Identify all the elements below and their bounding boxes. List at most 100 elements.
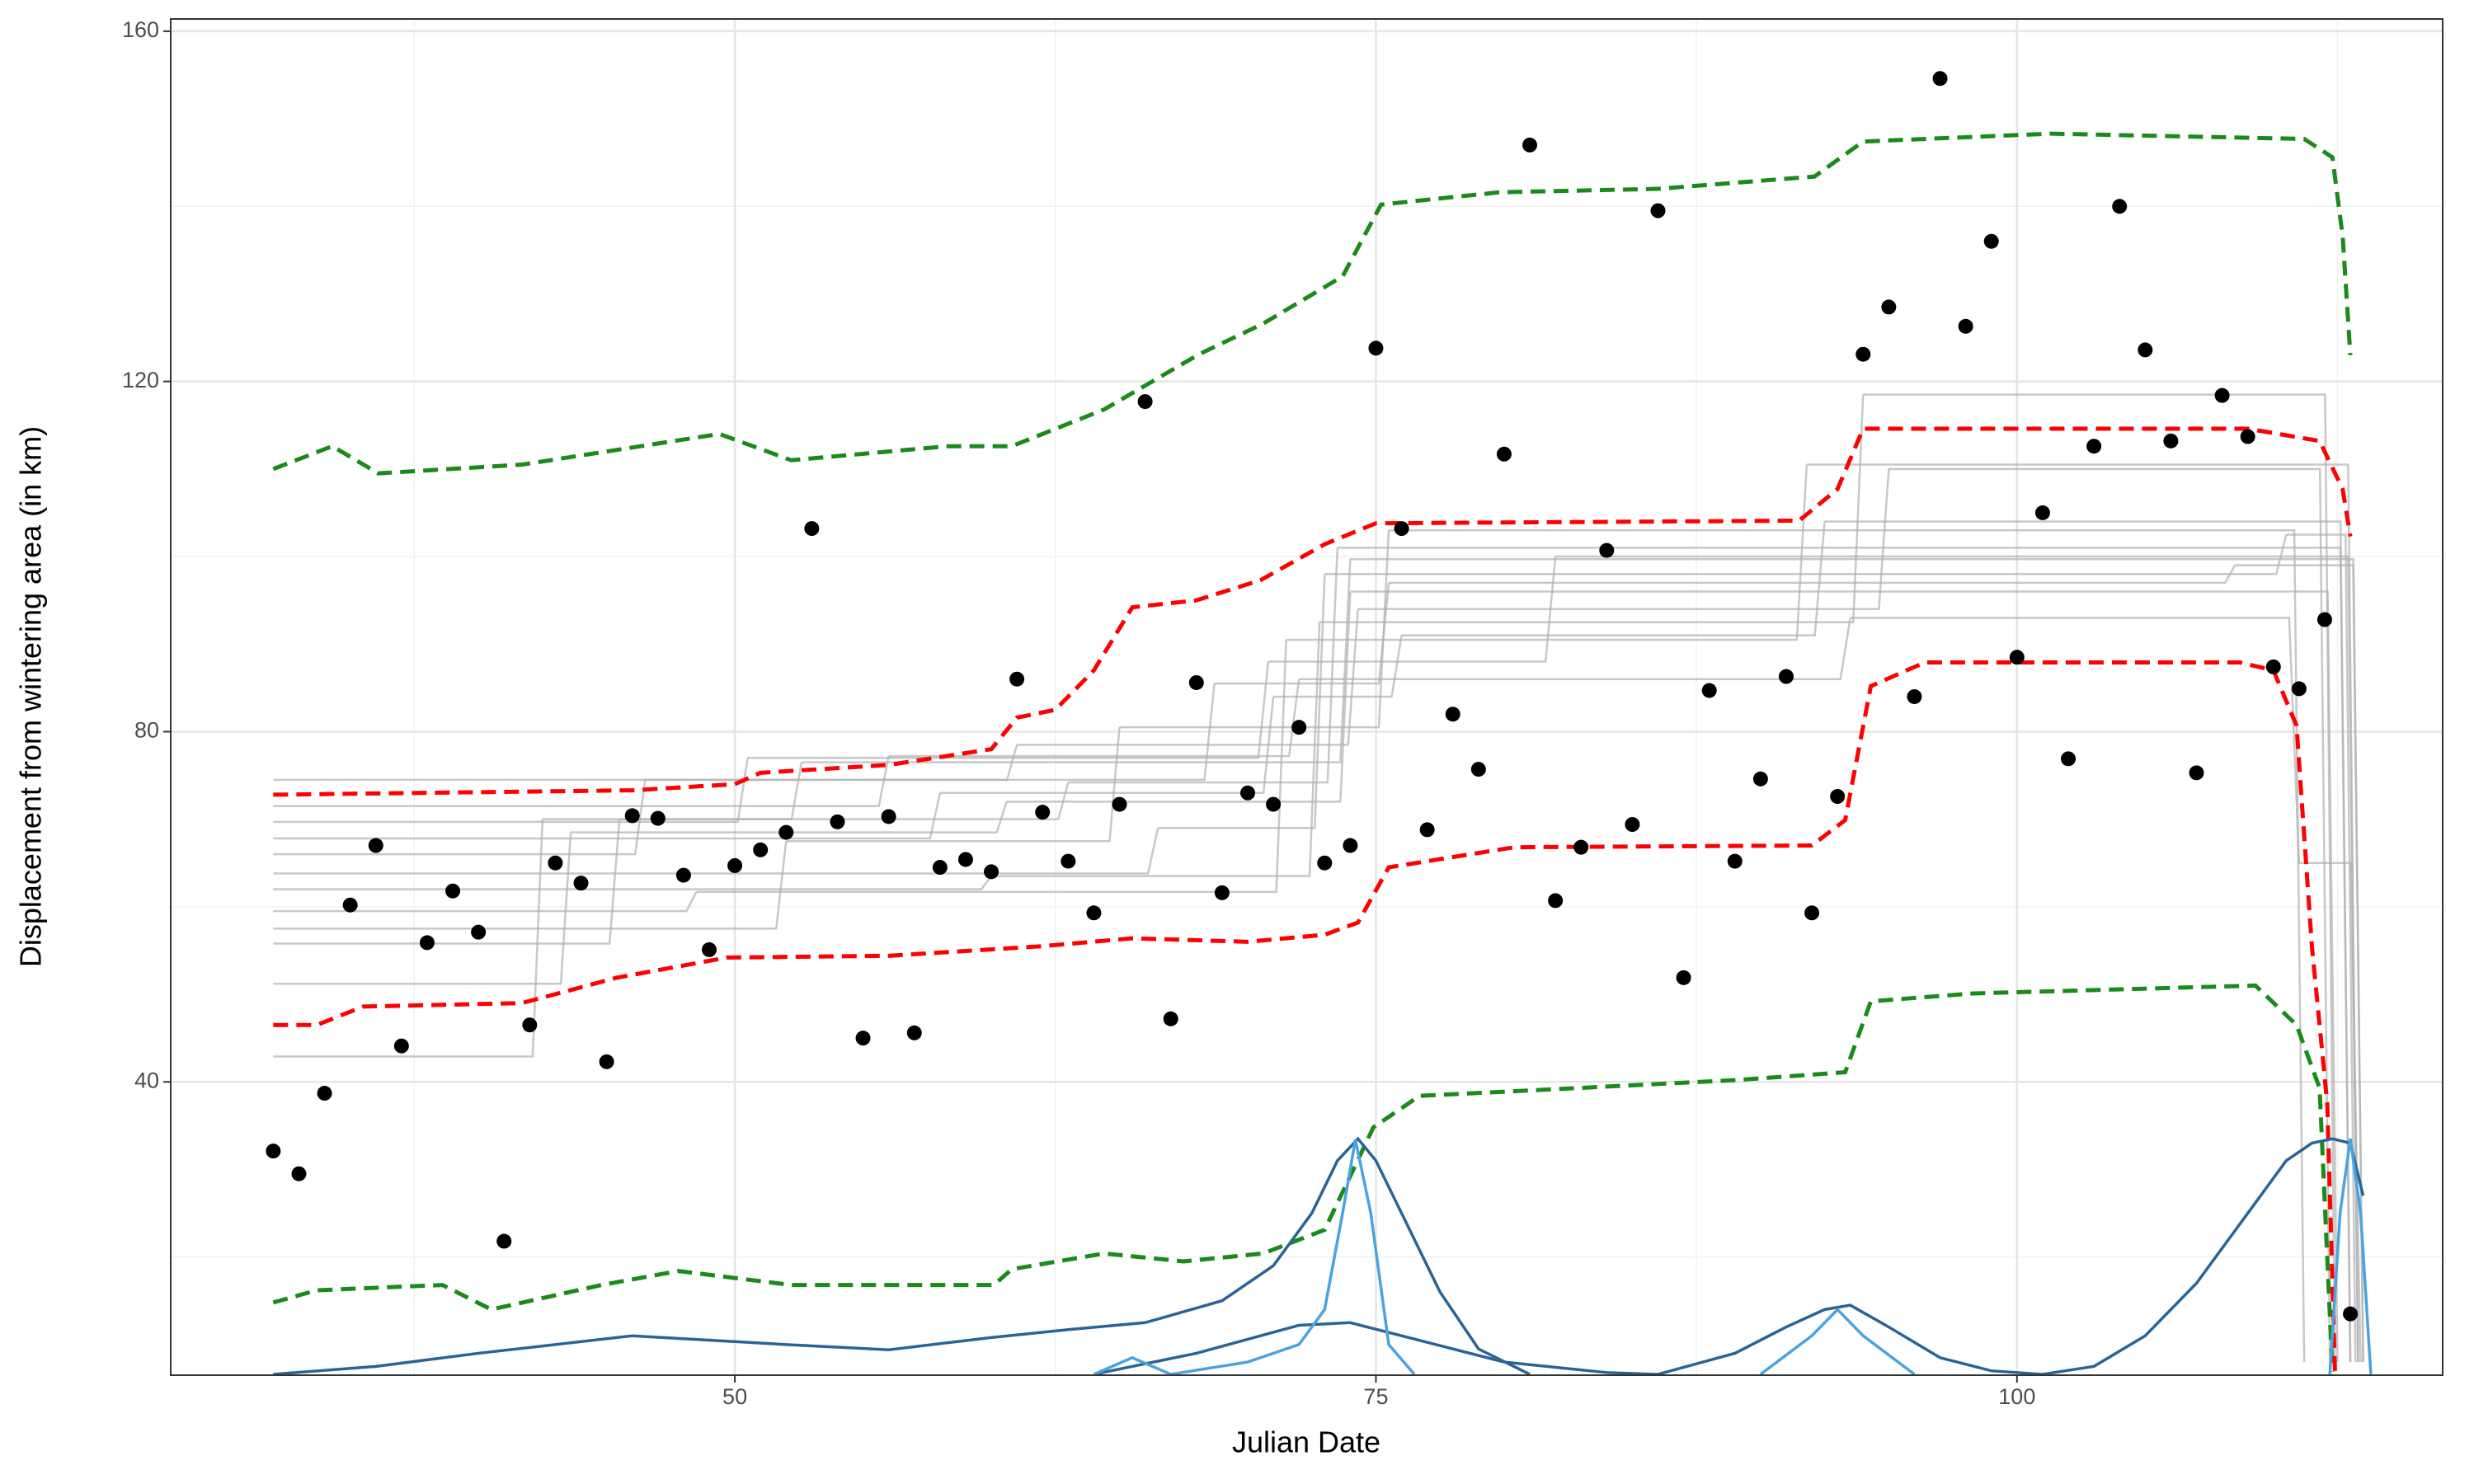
- x-tick-label: 75: [1363, 1384, 1388, 1409]
- data-point: [675, 867, 691, 883]
- step-segment: [939, 696, 1275, 795]
- data-point: [2112, 199, 2128, 214]
- data-point: [2009, 650, 2025, 665]
- data-point: [1086, 905, 1102, 921]
- step-segment: [273, 841, 788, 930]
- step-segment: [1119, 530, 1390, 729]
- density-curve: [1093, 1139, 1416, 1375]
- y-tick-label: 80: [134, 718, 159, 743]
- data-point: [1650, 203, 1666, 218]
- plot-area: [266, 71, 2373, 1375]
- data-point: [701, 942, 717, 957]
- data-point: [881, 809, 896, 824]
- step-segment: [273, 779, 647, 856]
- data-point: [932, 860, 948, 876]
- data-point: [1496, 446, 1512, 462]
- step-segment: [1273, 635, 1403, 698]
- data-point: [1727, 853, 1743, 869]
- step-segment: [888, 679, 1300, 758]
- density-curve: [273, 1136, 1531, 1375]
- data-point: [1830, 789, 1846, 805]
- step-segment: [571, 801, 1008, 834]
- step-segment: [1017, 608, 1359, 746]
- data-point: [727, 857, 743, 873]
- data-point: [830, 814, 845, 829]
- data-point: [291, 1166, 307, 1181]
- dashed-line: [273, 660, 2337, 1372]
- data-point: [2189, 765, 2204, 781]
- step-segment: [273, 891, 698, 913]
- step-segment: [2286, 533, 2357, 1363]
- data-point: [1573, 839, 1589, 855]
- x-tick-label: 50: [722, 1384, 747, 1409]
- data-point: [1343, 838, 1358, 853]
- data-point: [1958, 318, 1973, 334]
- step-segment: [273, 744, 1018, 782]
- density-curve: [1094, 1321, 1658, 1375]
- step-segment: [1068, 547, 1339, 784]
- data-point: [1804, 905, 1820, 921]
- data-point: [1778, 669, 1794, 684]
- data-point: [804, 521, 820, 537]
- step-segment: [1824, 520, 2352, 1363]
- dashed-line: [272, 131, 2353, 476]
- data-point: [1394, 521, 1409, 537]
- data-point: [342, 897, 358, 913]
- density-curve: [1759, 1307, 1916, 1375]
- data-point: [1368, 340, 1384, 356]
- step-segment: [696, 639, 1287, 894]
- step-segment: [786, 727, 1121, 843]
- axes: 50 75 100 40 80 120 160: [122, 17, 2035, 1409]
- data-point: [393, 1038, 409, 1054]
- step-segment: [1357, 468, 1890, 611]
- dashed-line: [273, 426, 2353, 797]
- step-segment: [991, 622, 1321, 877]
- step-segment: [1286, 464, 1808, 641]
- data-point: [1752, 771, 1768, 787]
- step-segment: [1268, 556, 1557, 663]
- step-segment: [1888, 467, 2331, 1363]
- step-segment: [1319, 394, 1865, 623]
- data-point: [984, 864, 999, 880]
- dashed-line: [272, 983, 2335, 1372]
- data-point: [1317, 855, 1333, 871]
- data-point: [1112, 796, 1127, 812]
- y-axis-title: Displacement from wintering area (in km): [14, 426, 48, 967]
- y-tick-label: 160: [122, 17, 159, 42]
- step-segment: [1214, 582, 1390, 685]
- data-point: [957, 852, 973, 867]
- data-point: [471, 924, 487, 940]
- data-point: [2291, 681, 2307, 697]
- data-point: [778, 824, 794, 840]
- step-segment: [619, 782, 1070, 820]
- data-point: [1907, 688, 1922, 704]
- data-point: [522, 1017, 538, 1033]
- data-point: [2343, 1306, 2359, 1322]
- step-segment: [1863, 393, 2336, 1363]
- step-segment: [273, 792, 942, 840]
- data-point: [1932, 71, 1948, 87]
- data-point: [1163, 1011, 1178, 1026]
- data-point: [1188, 674, 1204, 690]
- density-curve: [1658, 1137, 2365, 1375]
- step-segment: [273, 828, 1159, 875]
- data-point: [2086, 439, 2102, 454]
- data-point: [1881, 299, 1897, 315]
- data-point: [855, 1031, 871, 1046]
- step-segment: [1401, 521, 1826, 636]
- data-point: [496, 1233, 512, 1249]
- step-segment: [801, 559, 1352, 763]
- data-point: [2061, 751, 2077, 767]
- data-point: [1625, 817, 1640, 833]
- data-point: [548, 855, 563, 871]
- data-point: [1548, 893, 1564, 909]
- y-tick-label: 120: [122, 368, 159, 392]
- data-point: [1214, 885, 1230, 900]
- step-segment: [2235, 564, 2364, 1363]
- data-point: [1522, 137, 1538, 153]
- step-segment: [273, 755, 890, 807]
- step-segment: [1389, 528, 2306, 1363]
- step-segment: [1850, 617, 2301, 863]
- data-point: [624, 808, 640, 824]
